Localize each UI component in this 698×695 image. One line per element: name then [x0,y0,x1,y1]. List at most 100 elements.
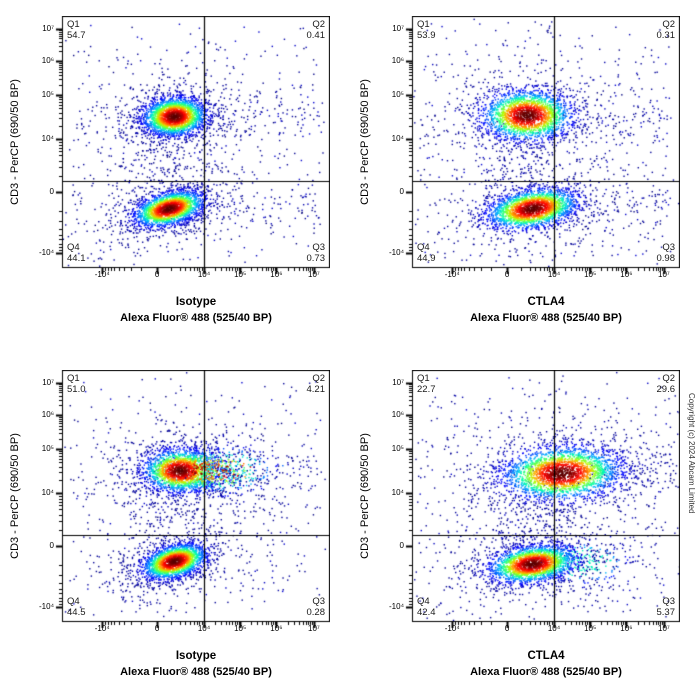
y-tick-label: 10⁵ [41,444,54,454]
quadrant-label: Q2 [662,373,675,384]
x-axis-subtitle: Alexa Fluor® 488 (525/40 BP) [470,312,622,324]
y-tick-label: 10⁴ [41,488,54,498]
flow-plot-isotype-donor2: CD3 - PerCP (690/50 BP) Q1 51.0 Q2 4.21 … [6,360,350,695]
x-axis-subtitle: Alexa Fluor® 488 (525/40 BP) [120,312,272,324]
quadrant-q3-stat: Q3 5.37 [657,596,676,618]
x-axis-subtitle: Alexa Fluor® 488 (525/40 BP) [120,666,272,678]
y-tick-label: 10⁵ [41,90,54,100]
quadrant-q4-stat: Q4 44.5 [67,596,86,618]
x-tick-label: 0 [154,270,160,279]
quadrant-value: 51.0 [67,384,86,395]
flow-plot-isotype-donor1: CD3 - PerCP (690/50 BP) Q1 54.7 Q2 0.41 … [6,6,350,354]
quadrant-q3-stat: Q3 0.73 [307,242,326,264]
plot-area: Q1 51.0 Q2 4.21 Q3 0.28 Q4 44.5 [62,370,330,622]
quadrant-label: Q2 [312,19,325,30]
x-axis-title: Isotype [175,296,217,308]
x-axis-title: Isotype [175,650,217,662]
quadrant-value: 53.9 [417,30,436,41]
x-tick-label: 10⁴ [197,270,211,279]
quadrant-q3-stat: Q3 0.28 [307,596,326,618]
quadrant-label: Q1 [417,373,430,384]
plot-area: Q1 53.9 Q2 0.31 Q3 0.98 Q4 44.9 [412,16,680,268]
y-tick-label: 10⁶ [391,56,404,66]
quadrant-value: 44.5 [67,607,86,618]
x-tick-label: 10⁷ [658,270,670,279]
y-tick-label: 10⁵ [391,444,404,454]
quadrant-q2-stat: Q2 0.41 [307,19,326,41]
x-tick-label: 10⁶ [270,624,283,633]
x-axis-title: CTLA4 [527,296,565,308]
y-tick-label: 0 [399,541,404,551]
quadrant-q2-stat: Q2 29.6 [657,373,676,395]
quadrant-label: Q3 [312,242,325,253]
x-tick-label: -10⁴ [94,270,110,279]
x-tick-label: -10⁴ [444,624,460,633]
y-tick-label: 0 [399,187,404,197]
y-tick-label: 10⁴ [41,134,54,144]
quadrant-q2-stat: Q2 0.31 [657,19,676,41]
x-tick-label: 10⁴ [197,624,211,633]
y-tick-label: -10⁴ [39,247,54,257]
y-tick-label: 10⁵ [391,90,404,100]
quadrant-label: Q4 [67,242,80,253]
y-tick-label: 10⁷ [42,23,54,33]
y-tick-label: 10⁶ [41,410,54,420]
quadrant-value: 42.4 [417,607,436,618]
x-axis-subtitle: Alexa Fluor® 488 (525/40 BP) [470,666,622,678]
scatter-canvas [54,16,330,278]
flow-plot-ctla4-donor1: CD3 - PerCP (690/50 BP) Q1 53.9 Q2 0.31 … [356,6,698,354]
y-tick-label: -10⁴ [389,247,404,257]
y-tick-label: 10⁷ [392,23,404,33]
x-tick-label: 10⁷ [308,624,320,633]
x-tick-label: 10⁶ [620,624,633,633]
quadrant-value: 0.41 [306,30,326,41]
quadrant-q4-stat: Q4 42.4 [417,596,436,618]
scatter-canvas [54,370,330,632]
quadrant-label: Q4 [67,596,80,607]
quadrant-value: 4.21 [306,384,326,395]
quadrant-value: 5.37 [656,607,676,618]
x-tick-label: 10⁵ [234,624,247,633]
plot-area: Q1 54.7 Q2 0.41 Q3 0.73 Q4 44.1 [62,16,330,268]
quadrant-q4-stat: Q4 44.9 [417,242,436,264]
quadrant-value: 0.28 [306,607,326,618]
y-tick-label: 0 [49,541,54,551]
quadrant-value: 44.9 [417,253,436,264]
quadrant-value: 0.73 [306,253,326,264]
quadrant-label: Q3 [312,596,325,607]
y-tick-label: 10⁴ [391,488,404,498]
quadrant-value: 44.1 [67,253,86,264]
copyright-notice: Copyright (c) 2024 Abcam Limited [687,393,696,514]
y-tick-label: 10⁷ [392,377,404,387]
quadrant-q2-stat: Q2 4.21 [307,373,326,395]
quadrant-label: Q2 [312,373,325,384]
y-tick-label: 10⁴ [391,134,404,144]
quadrant-label: Q1 [417,19,430,30]
quadrant-label: Q4 [417,242,430,253]
x-tick-label: 10⁷ [308,270,320,279]
scatter-canvas [404,370,680,632]
y-tick-label: 10⁷ [42,377,54,387]
y-tick-label: -10⁴ [389,601,404,611]
x-tick-label: 10⁵ [584,270,597,279]
flow-plot-ctla4-donor2: CD3 - PerCP (690/50 BP) Q1 22.7 Q2 29.6 … [356,360,698,695]
quadrant-label: Q1 [67,19,80,30]
quadrant-value: 0.98 [656,253,676,264]
quadrant-q4-stat: Q4 44.1 [67,242,86,264]
quadrant-q1-stat: Q1 51.0 [67,373,86,395]
quadrant-value: 54.7 [67,30,86,41]
quadrant-label: Q1 [67,373,80,384]
x-tick-label: -10⁴ [94,624,110,633]
quadrant-value: 29.6 [656,384,676,395]
quadrant-q1-stat: Q1 54.7 [67,19,86,41]
x-tick-label: 0 [154,624,160,633]
quadrant-label: Q4 [417,596,430,607]
x-tick-label: 10⁴ [547,270,561,279]
x-tick-label: 0 [504,270,510,279]
y-tick-label: 0 [49,187,54,197]
scatter-canvas [404,16,680,278]
x-tick-label: 10⁶ [270,270,283,279]
quadrant-label: Q2 [662,19,675,30]
x-tick-label: 10⁴ [547,624,561,633]
